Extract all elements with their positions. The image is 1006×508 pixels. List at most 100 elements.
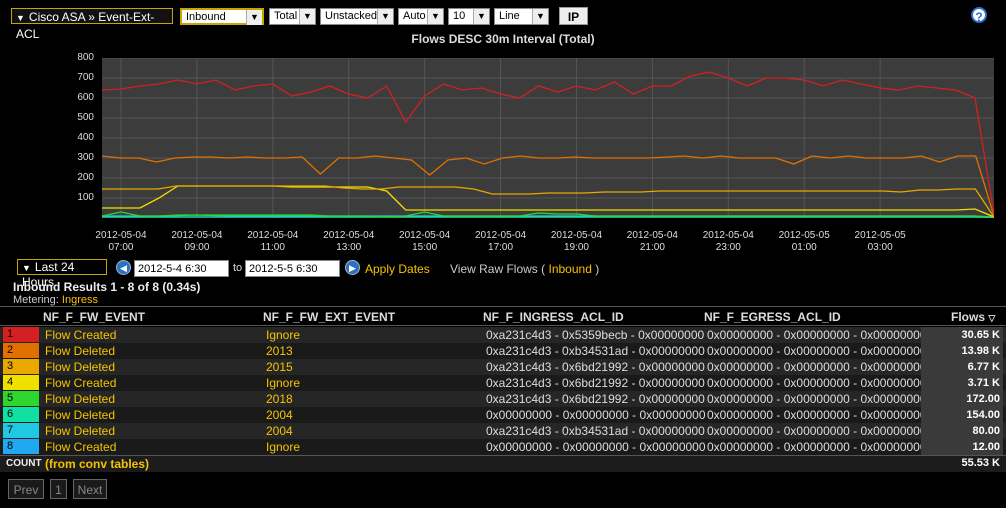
- stacking-select[interactable]: Unstacked ▼: [320, 8, 394, 25]
- fw-event-link[interactable]: Flow Created: [45, 440, 117, 454]
- chart-type-select[interactable]: Line ▼: [494, 8, 549, 25]
- fw-event-link[interactable]: Flow Created: [45, 328, 117, 342]
- flows-value: 172.00: [921, 391, 1003, 407]
- y-tick-label: 600: [77, 92, 94, 103]
- fw-event-link[interactable]: Flow Created: [45, 376, 117, 390]
- fw-ext-event-link[interactable]: 2004: [266, 408, 293, 422]
- fw-ext-event-link[interactable]: Ignore: [266, 440, 301, 454]
- x-tick-time: 09:00: [184, 242, 210, 253]
- fw-ext-event-link[interactable]: 2018: [266, 392, 293, 406]
- column-header-egress-acl[interactable]: NF_F_EGRESS_ACL_ID: [704, 310, 841, 324]
- egress-acl-value: 0x00000000 - 0x00000000 - 0x00000000: [707, 424, 927, 438]
- apply-dates-link[interactable]: Apply Dates: [365, 262, 430, 276]
- end-date-input[interactable]: 2012-5-5 6:30: [245, 260, 340, 277]
- ip-button[interactable]: IP: [559, 7, 588, 25]
- fw-event-link[interactable]: Flow Deleted: [45, 344, 116, 358]
- direction-select-value: Inbound: [186, 11, 226, 23]
- view-raw-flows: View Raw Flows ( Inbound ): [450, 262, 599, 276]
- column-header-ingress-acl[interactable]: NF_F_INGRESS_ACL_ID: [483, 310, 624, 324]
- prev-page-button[interactable]: Prev: [8, 479, 44, 499]
- series-color-swatch: 5: [3, 391, 39, 406]
- column-header-flows[interactable]: Flows ▽: [951, 310, 995, 324]
- ingress-acl-value: 0x00000000 - 0x00000000 - 0x00000000: [486, 440, 706, 454]
- x-tick-label: 2012-05-04 07:00: [91, 230, 151, 254]
- x-tick-label: 2012-05-04 11:00: [243, 230, 303, 254]
- fw-event-link[interactable]: Flow Deleted: [45, 392, 116, 406]
- time-range-label: Last 24 Hours: [22, 260, 75, 289]
- ingress-acl-value: 0xa231c4d3 - 0x5359becb - 0x00000000: [486, 328, 705, 342]
- previous-period-icon[interactable]: ◀: [116, 260, 131, 275]
- breadcrumb[interactable]: ▼ Cisco ASA » Event-Ext-ACL: [11, 8, 173, 41]
- next-period-icon[interactable]: ▶: [345, 260, 360, 275]
- raw-flows-link[interactable]: Inbound: [548, 262, 592, 276]
- table-row[interactable]: 6 Flow Deleted 2004 0x00000000 - 0x00000000…: [0, 407, 1006, 423]
- chart-type-select-value: Line: [499, 10, 520, 22]
- fw-ext-event-link[interactable]: 2015: [266, 360, 293, 374]
- time-range-button[interactable]: ▼ Last 24 Hours: [17, 259, 107, 289]
- flows-value: 6.77 K: [921, 359, 1003, 375]
- x-tick-label: 2012-05-04 19:00: [546, 230, 606, 254]
- next-page-button[interactable]: Next: [73, 479, 107, 499]
- series-line: [101, 155, 995, 217]
- metering-value: Ingress: [61, 294, 98, 306]
- flows-value: 3.71 K: [921, 375, 1003, 391]
- fw-ext-event-link[interactable]: 2013: [266, 344, 293, 358]
- y-tick-label: 100: [77, 192, 94, 203]
- column-header-fw-ext-event[interactable]: NF_F_FW_EXT_EVENT: [263, 310, 396, 324]
- fw-ext-event-link[interactable]: 2004: [266, 424, 293, 438]
- flows-value: 154.00: [921, 407, 1003, 423]
- y-tick-label: 400: [77, 132, 94, 143]
- y-tick-label: 200: [77, 172, 94, 183]
- x-tick-date: 2012-05-04: [323, 230, 375, 241]
- series-color-swatch: 1: [3, 327, 39, 342]
- page-number-button[interactable]: 1: [50, 479, 67, 499]
- x-tick-time: 01:00: [791, 242, 817, 253]
- table-row[interactable]: 1 Flow Created Ignore 0xa231c4d3 - 0x5359be…: [0, 327, 1006, 343]
- chevron-down-icon: ▼: [246, 10, 262, 25]
- x-tick-date: 2012-05-04: [550, 230, 603, 241]
- scale-select-value: Auto: [403, 10, 426, 22]
- ingress-acl-value: 0xa231c4d3 - 0x6bd21992 - 0x00000000: [486, 376, 705, 390]
- table-row[interactable]: 8 Flow Created Ignore 0x00000000 - 0x000000…: [0, 439, 1006, 455]
- x-tick-label: 2012-05-05 01:00: [774, 230, 834, 254]
- series-line: [102, 185, 995, 218]
- x-tick-time: 03:00: [867, 242, 893, 253]
- fw-event-link[interactable]: Flow Deleted: [45, 408, 116, 422]
- table-row[interactable]: 3 Flow Deleted 2015 0xa231c4d3 - 0x6bd21992…: [0, 359, 1006, 375]
- count-note: (from conv tables): [45, 457, 150, 471]
- count-select[interactable]: 10 ▼: [448, 8, 490, 25]
- x-tick-date: 2012-05-04: [247, 230, 299, 241]
- egress-acl-value: 0x00000000 - 0x00000000 - 0x00000000: [707, 328, 927, 342]
- series-line: [101, 71, 995, 215]
- series-color-swatch: 6: [3, 407, 39, 422]
- fw-event-link[interactable]: Flow Deleted: [45, 424, 116, 438]
- table-row[interactable]: 2 Flow Deleted 2013 0xa231c4d3 - 0xb34531ad…: [0, 343, 1006, 359]
- fw-event-link[interactable]: Flow Deleted: [45, 360, 116, 374]
- start-date-input[interactable]: 2012-5-4 6:30: [134, 260, 229, 277]
- fw-ext-event-link[interactable]: Ignore: [266, 376, 301, 390]
- x-tick-date: 2012-05-04: [702, 230, 754, 241]
- y-tick-label: 300: [77, 152, 94, 163]
- x-tick-label: 2012-05-04 09:00: [167, 230, 227, 254]
- results-summary: Inbound Results 1 - 8 of 8 (0.34s): [13, 280, 201, 294]
- scale-select[interactable]: Auto ▼: [398, 8, 444, 25]
- table-row[interactable]: 4 Flow Created Ignore 0xa231c4d3 - 0x6bd219…: [0, 375, 1006, 391]
- table-row[interactable]: 5 Flow Deleted 2018 0xa231c4d3 - 0x6bd21992…: [0, 391, 1006, 407]
- x-tick-date: 2012-05-05: [854, 230, 906, 241]
- direction-select[interactable]: Inbound ▼: [180, 8, 264, 25]
- ingress-acl-value: 0xa231c4d3 - 0x6bd21992 - 0x00000000: [486, 392, 705, 406]
- fw-ext-event-link[interactable]: Ignore: [266, 328, 301, 342]
- table-header-divider: [0, 325, 1006, 326]
- help-icon[interactable]: ?: [971, 7, 987, 24]
- column-header-fw-event[interactable]: NF_F_FW_EVENT: [43, 310, 146, 324]
- egress-acl-value: 0x00000000 - 0x00000000 - 0x00000000: [707, 360, 927, 374]
- triangle-down-icon: ▼: [16, 13, 25, 23]
- table-row[interactable]: 7 Flow Deleted 2004 0xa231c4d3 - 0xb34531ad…: [0, 423, 1006, 439]
- line-chart: [101, 57, 995, 219]
- count-row: COUNT (from conv tables) 55.53 K: [0, 455, 1006, 472]
- x-tick-time: 13:00: [336, 242, 362, 253]
- x-tick-date: 2012-05-04: [399, 230, 451, 241]
- x-tick-time: 17:00: [488, 242, 514, 253]
- x-tick-label: 2012-05-04 21:00: [622, 230, 682, 254]
- aggregation-select[interactable]: Total ▼: [269, 8, 316, 25]
